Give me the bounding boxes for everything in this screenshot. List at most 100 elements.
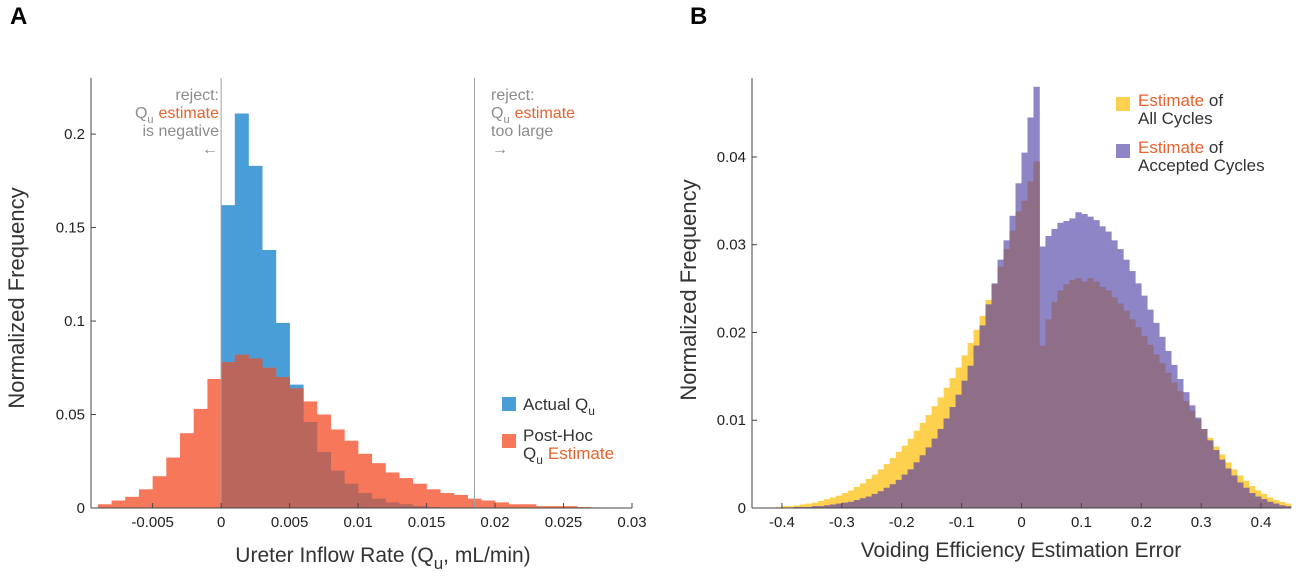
bar-overlap [1033, 161, 1040, 508]
bar-overlap [1177, 391, 1184, 508]
x-tick-label: -0.2 [889, 514, 915, 531]
chart-a-ylabel: Normalized Frequency [4, 187, 29, 408]
bar-posthoc [180, 433, 195, 508]
bar-overlap [412, 506, 427, 508]
annot-left-q-sub: u [147, 114, 153, 126]
bar-overlap [1225, 468, 1232, 508]
bar-overlap [847, 501, 855, 508]
bar-overlap [330, 470, 345, 508]
bar-overlap [997, 266, 1004, 508]
bar-overlap [1057, 290, 1064, 508]
bar-overlap [823, 505, 831, 508]
bar-all-cycles [811, 502, 819, 508]
bar-overlap [943, 418, 950, 508]
bar-overlap [979, 325, 986, 508]
chart-a-xlabel-tail: , mL/min) [443, 544, 531, 567]
bar-posthoc [508, 504, 523, 508]
bar-overlap [303, 422, 318, 508]
chart-a-xlabel-main: Ureter Inflow Rate (Q [235, 544, 433, 567]
bar-overlap [1165, 372, 1172, 508]
bar-overlap [985, 304, 992, 508]
chart-a-xlabel: Ureter Inflow Rate (Qu, mL/min) [235, 544, 530, 573]
legend-swatch-posthoc [502, 434, 516, 448]
bar-overlap [289, 388, 304, 508]
bar-all-cycles [829, 497, 837, 508]
x-tick-label: 0.2 [1131, 514, 1152, 531]
bar-posthoc [385, 472, 400, 508]
legend-acc-line2: Accepted Cycles [1138, 156, 1265, 175]
bar-overlap [1207, 440, 1214, 508]
chart-b-ticks: -0.4 -0.3 -0.2 -0.1 0 0.1 0.2 0.3 0.4 0 0.01 0.02 0.… [717, 149, 1272, 531]
panel-letter-a: A [10, 3, 27, 30]
bar-overlap [1123, 310, 1130, 508]
legend-posthoc-q: Q [523, 444, 536, 463]
y-tick-label: 0.2 [64, 126, 85, 143]
bar-all-cycles [805, 503, 813, 508]
bar-overlap [925, 447, 932, 508]
chart-a-reject-lines [220, 78, 475, 508]
bar-overlap [907, 469, 914, 508]
chart-a: -0.005 0 0.005 0.01 0.015 0.02 0.025 0.03 0 0.05 0… [4, 78, 647, 573]
x-tick-label: 0 [1017, 514, 1025, 531]
chart-b-ylabel: Normalized Frequency [676, 179, 701, 400]
bar-posthoc [125, 496, 140, 508]
bar-overlap [949, 407, 956, 508]
legend-swatch-accepted-cycles [1116, 144, 1130, 158]
bar-posthoc [453, 494, 468, 508]
x-tick-label: 0.005 [271, 514, 309, 531]
bar-overlap [829, 504, 837, 508]
bar-posthoc [412, 483, 427, 508]
annot-left-line2: Qu estimate [135, 105, 219, 126]
bar-all-cycles [889, 457, 897, 508]
bar-overlap [1081, 281, 1088, 508]
bar-overlap [358, 493, 373, 508]
x-tick-label: 0.01 [343, 514, 372, 531]
bar-overlap [1219, 459, 1226, 508]
bar-overlap [1045, 319, 1052, 508]
legend-all-line2: All Cycles [1138, 109, 1213, 128]
bar-overlap [1069, 279, 1076, 508]
x-tick-label: 0.02 [480, 514, 509, 531]
annot-right-line2: Qu estimate [491, 105, 575, 126]
bar-posthoc [207, 379, 222, 508]
bar-overlap [1105, 290, 1112, 508]
bar-overlap [961, 380, 968, 508]
bar-overlap [1003, 249, 1010, 509]
bar-overlap [859, 498, 867, 508]
bar-overlap [1075, 278, 1082, 508]
bar-overlap [1243, 487, 1250, 508]
bar-all-cycles [853, 486, 861, 508]
x-tick-label: -0.005 [131, 514, 174, 531]
bar-overlap [913, 462, 920, 508]
bar-overlap [1153, 354, 1160, 508]
bar-overlap [1027, 181, 1034, 508]
bar-overlap [1015, 211, 1022, 508]
bar-posthoc [152, 476, 167, 508]
bar-posthoc [97, 504, 112, 508]
y-tick-label: 0.1 [64, 313, 85, 330]
panel-letter-b: B [690, 3, 707, 30]
bar-overlap [1279, 505, 1286, 508]
x-tick-label: 0.025 [545, 514, 583, 531]
bar-overlap [811, 506, 819, 508]
bar-overlap [835, 503, 843, 508]
chart-a-legend: Actual Qu Post-Hoc Qu Estimate [502, 395, 614, 467]
x-tick-label: 0.015 [408, 514, 446, 531]
y-tick-label: 0 [77, 500, 85, 517]
chart-a-ticks: -0.005 0 0.005 0.01 0.015 0.02 0.025 0.03 0 0.05 0… [56, 126, 647, 531]
bar-all-cycles [877, 469, 885, 508]
bar-all-cycles [1279, 501, 1286, 508]
x-tick-label: 0.3 [1191, 514, 1212, 531]
bar-overlap [316, 451, 331, 508]
legend-posthoc-estimate: Estimate [548, 444, 614, 463]
bar-overlap [877, 491, 885, 508]
y-tick-label: 0.03 [717, 237, 746, 254]
annot-right-q: Q [491, 105, 503, 122]
bar-all-cycles [817, 500, 825, 508]
legend-label-actual: Actual Qu [523, 395, 595, 418]
x-tick-label: 0.1 [1071, 514, 1092, 531]
y-tick-label: 0.05 [56, 407, 85, 424]
bar-overlap [275, 377, 290, 508]
bar-overlap [955, 394, 962, 508]
